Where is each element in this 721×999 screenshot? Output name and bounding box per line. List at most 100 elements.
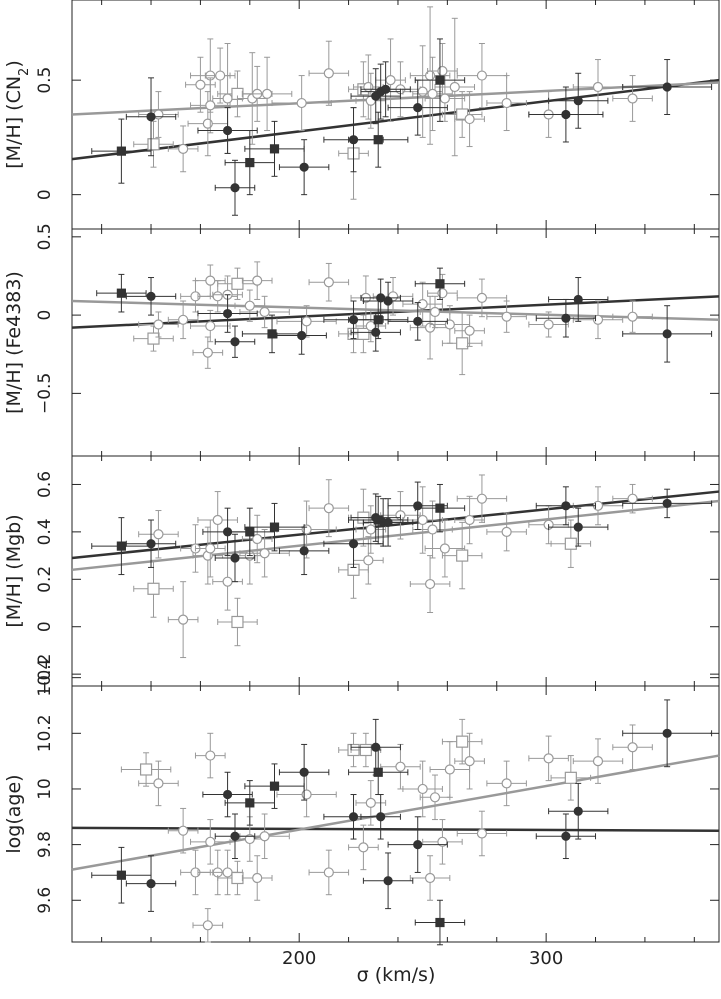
data-point: [138, 510, 179, 559]
circle-marker: [573, 806, 583, 816]
plot-frame: [71, 228, 720, 457]
circle-marker: [501, 778, 512, 789]
data-point: [486, 512, 527, 552]
square-marker: [147, 582, 160, 595]
square-marker: [564, 771, 577, 784]
data-point: [214, 813, 256, 860]
data-point: [355, 309, 387, 343]
circle-marker: [627, 93, 638, 104]
data-point: [528, 311, 569, 338]
circle-marker: [501, 97, 512, 109]
data-point: [387, 816, 448, 873]
circle-marker: [444, 764, 455, 775]
data-point: [572, 59, 624, 115]
square-marker: [373, 315, 383, 325]
circle-marker: [592, 314, 604, 325]
circle-marker: [383, 296, 393, 306]
data-point: [133, 325, 174, 352]
y-tick-label: 0.4: [35, 518, 55, 545]
y-tick-label: 10: [35, 778, 55, 800]
data-point: [548, 72, 609, 129]
circle-marker: [244, 300, 255, 311]
circle-marker: [365, 524, 376, 535]
circle-marker: [323, 503, 334, 514]
circle-marker: [323, 68, 334, 79]
circle-marker: [205, 750, 216, 761]
data-point: [419, 774, 451, 821]
data-point: [348, 749, 409, 796]
x-tick-label: 200: [282, 948, 316, 969]
circle-marker: [662, 329, 672, 339]
circle-marker: [205, 836, 216, 847]
data-point: [528, 86, 604, 143]
data-point: [217, 597, 258, 647]
x-tick-label: 300: [529, 948, 563, 969]
circle-marker: [439, 93, 450, 104]
square-marker: [269, 522, 280, 532]
square-marker: [435, 503, 445, 513]
circle-marker: [301, 316, 312, 327]
circle-marker: [365, 797, 376, 808]
circle-marker: [627, 311, 638, 322]
data-point: [402, 486, 443, 554]
data-point: [244, 120, 305, 177]
square-marker: [267, 329, 277, 339]
circle-marker: [561, 501, 571, 511]
y-axis-label: log(age): [3, 774, 25, 853]
circle-marker: [222, 308, 233, 319]
data-point: [486, 75, 527, 132]
circle-marker: [427, 88, 438, 99]
circle-marker: [439, 543, 450, 554]
circle-marker: [449, 81, 460, 93]
plot-frame: [71, 455, 720, 687]
circle-marker: [301, 524, 312, 535]
data-point: [454, 732, 485, 790]
data-point: [535, 813, 597, 860]
y-tick-label: 0: [35, 189, 55, 200]
circle-marker: [437, 288, 448, 299]
circle-marker: [299, 546, 309, 556]
square-marker: [373, 767, 383, 777]
circle-marker: [153, 778, 164, 789]
square-marker: [116, 541, 126, 551]
series-dark: [91, 699, 713, 946]
circle-marker: [429, 306, 441, 318]
circle-marker: [252, 872, 263, 884]
data-point: [190, 309, 231, 343]
data-point: [96, 273, 147, 313]
y-tick-label: 10.2: [35, 714, 55, 752]
data-point: [197, 491, 238, 549]
data-point: [622, 305, 713, 363]
data-point: [548, 277, 609, 322]
circle-marker: [146, 539, 156, 549]
circle-marker: [261, 88, 273, 99]
circle-marker: [417, 86, 428, 97]
circle-marker: [230, 183, 240, 193]
data-point: [622, 59, 713, 115]
data-point: [362, 852, 414, 910]
circle-marker: [202, 920, 213, 931]
series-light: [120, 718, 653, 943]
circle-marker: [437, 65, 448, 77]
square-marker: [456, 549, 469, 562]
circle-marker: [561, 109, 571, 120]
data-point: [360, 794, 401, 840]
square-marker: [357, 327, 370, 340]
square-marker: [456, 735, 469, 748]
square-marker: [139, 763, 153, 776]
circle-marker: [464, 325, 475, 336]
circle-marker: [383, 876, 393, 886]
data-point: [441, 311, 483, 376]
data-point: [550, 755, 592, 801]
circle-marker: [383, 517, 393, 527]
circle-marker: [222, 93, 233, 104]
data-point: [167, 125, 199, 173]
circle-marker: [371, 742, 381, 752]
circle-marker: [476, 493, 488, 504]
series-light: [133, 474, 653, 659]
data-point: [192, 336, 224, 369]
circle-marker: [202, 118, 213, 129]
data-point: [120, 752, 172, 787]
y-tick-label: 0.5: [35, 67, 55, 94]
